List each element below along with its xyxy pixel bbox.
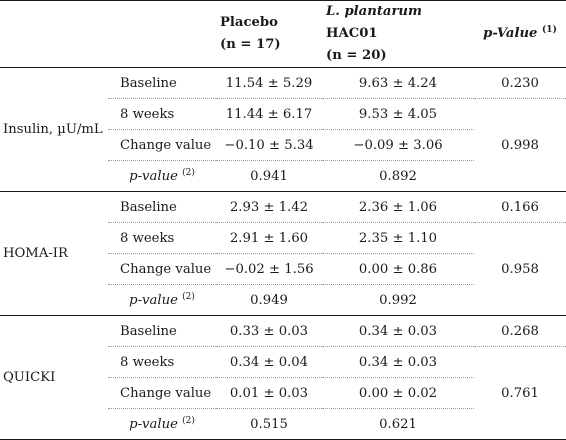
group-homa-ir: HOMA-IR Baseline 2.93 ± 1.42 2.36 ± 1.06… [0, 191, 566, 316]
placebo-value: 0.949 [250, 292, 288, 308]
group-label: QUICKI [3, 370, 56, 385]
row-measure: p-value (2) [108, 161, 216, 192]
p-value-baseline: 0.166 [474, 191, 566, 223]
treatment-value: 0.34 ± 0.03 [322, 315, 474, 347]
header-treatment: L. plantarum HAC01 (n = 20) [322, 1, 474, 68]
header-empty-group [0, 1, 108, 68]
header-empty-measure [108, 1, 216, 68]
p-value-baseline: 0.230 [474, 67, 566, 99]
group-label: HOMA-IR [3, 246, 68, 261]
row-measure: 8 weeks [108, 98, 216, 130]
treatment-value: 0.00 ± 0.02 [322, 377, 474, 409]
row-measure: Baseline [108, 191, 216, 223]
pvalue-sup: (1) [542, 25, 557, 35]
p-value-change: 0.958 [501, 261, 539, 277]
group-insulin: Insulin, µU/mL Baseline 11.54 ± 5.29 9.6… [0, 67, 566, 192]
placebo-value: 11.44 ± 6.17 [216, 98, 322, 130]
treatment-value: 2.35 ± 1.10 [322, 222, 474, 254]
row-measure: p-value (2) [108, 409, 216, 440]
pvalue-row-sup: (2) [182, 415, 195, 426]
group-quicki: QUICKI Baseline 0.33 ± 0.03 0.34 ± 0.03 … [0, 315, 566, 440]
treatment-value: 0.34 ± 0.03 [322, 346, 474, 378]
treatment-value: −0.09 ± 3.06 [322, 129, 474, 161]
row-measure: Baseline [108, 67, 216, 99]
pvalue-text: p-value [129, 416, 178, 432]
placebo-value: 0.941 [250, 168, 288, 184]
placebo-value: 0.34 ± 0.04 [216, 346, 322, 378]
treatment-value: 9.53 ± 4.05 [322, 98, 474, 130]
pvalue-text: p-value [129, 168, 178, 184]
row-measure: Change value [108, 129, 216, 161]
header-pvalue: p-Value (1) [474, 1, 566, 68]
row-measure: 8 weeks [108, 346, 216, 378]
table-row: Change value −0.02 ± 1.56 0.00 ± 0.86 [0, 253, 566, 285]
treatment-n: (n = 20) [326, 48, 387, 63]
p-value-change: 0.998 [501, 137, 539, 153]
pvalue-text: p-value [129, 292, 178, 308]
pvalue-label: p-Value [483, 26, 538, 41]
treatment-value: 0.621 [379, 416, 417, 432]
table-row: Change value −0.10 ± 5.34 −0.09 ± 3.06 [0, 129, 566, 161]
treatment-value: 0.992 [379, 292, 417, 308]
table-row: p-value (2) 0.515 0.621 [0, 409, 566, 440]
placebo-value: 0.33 ± 0.03 [216, 315, 322, 347]
table-row: p-value (2) 0.949 0.992 [0, 285, 566, 316]
placebo-value: 2.93 ± 1.42 [216, 191, 322, 223]
treatment-label-italic: L. plantarum [326, 4, 422, 19]
placebo-value: 0.01 ± 0.03 [216, 377, 322, 409]
placebo-value: 11.54 ± 5.29 [216, 67, 322, 99]
treatment-value: 0.00 ± 0.86 [322, 253, 474, 285]
table-header: Placebo (n = 17) L. plantarum HAC01 (n =… [0, 0, 566, 68]
group-label: Insulin, µU/mL [3, 122, 103, 137]
placebo-n: (n = 17) [220, 37, 281, 52]
p-value-baseline: 0.268 [474, 315, 566, 347]
placebo-value: −0.10 ± 5.34 [216, 129, 322, 161]
table-row: 8 weeks 11.44 ± 6.17 9.53 ± 4.05 0.998 [0, 98, 566, 153]
table-row: p-value (2) 0.941 0.892 [0, 161, 566, 192]
row-measure: Change value [108, 253, 216, 285]
table-row: Insulin, µU/mL Baseline 11.54 ± 5.29 9.6… [0, 67, 566, 137]
placebo-label: Placebo [220, 15, 278, 30]
table-row: 8 weeks 2.91 ± 1.60 2.35 ± 1.10 0.958 [0, 222, 566, 277]
placebo-value: 0.515 [250, 416, 288, 432]
row-measure: Change value [108, 377, 216, 409]
table-row: 8 weeks 0.34 ± 0.04 0.34 ± 0.03 0.761 [0, 346, 566, 401]
placebo-value: −0.02 ± 1.56 [216, 253, 322, 285]
row-measure: 8 weeks [108, 222, 216, 254]
table-row: Change value 0.01 ± 0.03 0.00 ± 0.02 [0, 377, 566, 409]
treatment-value: 2.36 ± 1.06 [322, 191, 474, 223]
treatment-label-rest: HAC01 [326, 26, 378, 41]
placebo-value: 2.91 ± 1.60 [216, 222, 322, 254]
table-row: QUICKI Baseline 0.33 ± 0.03 0.34 ± 0.03 … [0, 315, 566, 385]
pvalue-row-sup: (2) [182, 291, 195, 302]
treatment-value: 0.892 [379, 168, 417, 184]
pvalue-row-sup: (2) [182, 167, 195, 178]
row-measure: Baseline [108, 315, 216, 347]
header-placebo: Placebo (n = 17) [216, 1, 322, 68]
row-measure: p-value (2) [108, 285, 216, 316]
table-row: HOMA-IR Baseline 2.93 ± 1.42 2.36 ± 1.06… [0, 191, 566, 261]
treatment-value: 9.63 ± 4.24 [322, 67, 474, 99]
p-value-change: 0.761 [501, 385, 539, 401]
